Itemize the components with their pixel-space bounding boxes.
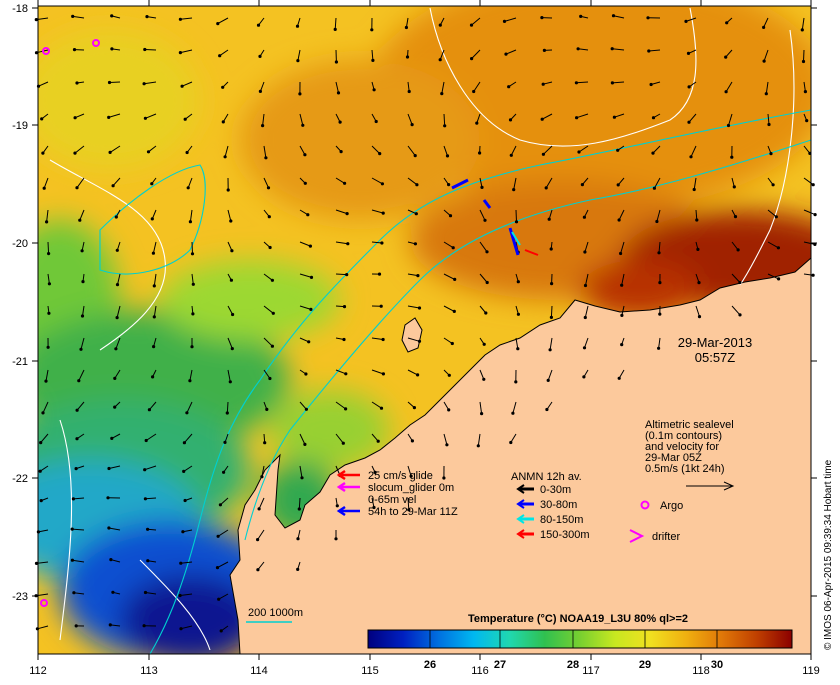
x-tick-label: 112 — [29, 665, 47, 677]
anmn-legend-label: 0-30m — [540, 484, 571, 496]
colorbar-tick-label: 29 — [639, 659, 651, 671]
colorbar-tick-label: 27 — [494, 659, 506, 671]
y-tick-label: -21 — [12, 356, 28, 368]
x-tick-label: 118 — [692, 665, 710, 677]
y-tick-label: -20 — [12, 238, 28, 250]
altimetry-legend-line: 0.5m/s (1kt 24h) — [645, 463, 724, 475]
x-tick-label: 116 — [471, 665, 489, 677]
x-tick-label: 115 — [361, 665, 379, 677]
x-tick-label: 117 — [582, 665, 600, 677]
y-tick-label: -22 — [12, 473, 28, 485]
bathy-legend-label: 200 1000m — [248, 607, 303, 619]
x-tick-label: 119 — [802, 665, 820, 677]
colorbar-tick-label: 30 — [711, 659, 723, 671]
y-tick-label: -23 — [12, 591, 28, 603]
anmn-legend-title: ANMN 12h av. — [511, 471, 582, 483]
glider-legend-label: slocum_glider 0m — [368, 482, 454, 494]
glider-legend-label: 0-65m vel — [368, 494, 416, 506]
y-tick-label: -19 — [12, 120, 28, 132]
credit-text: © IMOS 06-Apr-2015 09:39:34 Hobart time — [823, 459, 834, 650]
glider-legend-label: 54h to 29-Mar 11Z — [368, 506, 458, 518]
map-time: 05:57Z — [695, 350, 736, 365]
colorbar-tick-label: 26 — [424, 659, 436, 671]
x-tick-label: 113 — [140, 665, 158, 677]
anmn-legend-label: 80-150m — [540, 514, 583, 526]
colorbar — [368, 630, 792, 648]
anmn-legend-label: 30-80m — [540, 499, 577, 511]
colorbar-title: Temperature (°C) NOAA19_L3U 80% ql>=2 — [468, 613, 688, 625]
y-tick-label: -18 — [12, 3, 28, 15]
argo-legend-label: Argo — [660, 500, 683, 512]
x-tick-label: 114 — [250, 665, 268, 677]
glider-legend-label: 25 cm/s glide — [368, 470, 433, 482]
map-date: 29-Mar-2013 — [678, 335, 752, 350]
anmn-legend-label: 150-300m — [540, 529, 590, 541]
drifter-legend-label: drifter — [652, 531, 680, 543]
colorbar-tick-label: 28 — [567, 659, 579, 671]
